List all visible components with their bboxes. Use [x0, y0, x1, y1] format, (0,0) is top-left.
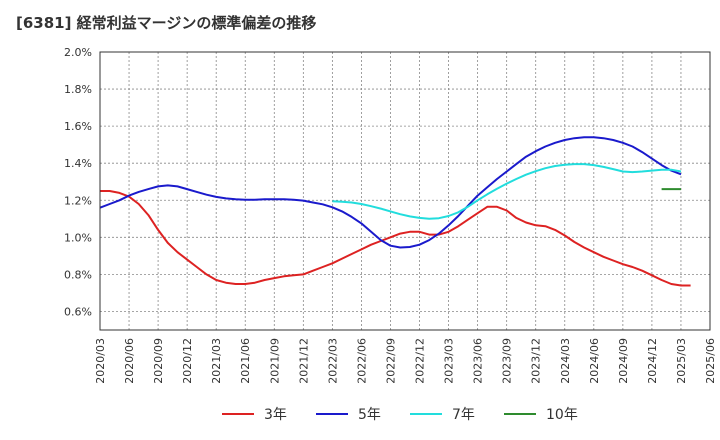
series-line-3 — [332, 163, 682, 220]
y-tick-label: 0.8% — [64, 268, 92, 281]
y-tick-label: 1.4% — [64, 157, 92, 170]
x-tick-label: 2023/12 — [530, 338, 543, 384]
series-line-2 — [99, 136, 682, 249]
x-tick-label: 2024/09 — [617, 338, 630, 384]
x-tick-label: 2025/06 — [704, 338, 717, 384]
legend-label: 10年 — [546, 407, 578, 423]
x-tick-label: 2020/12 — [181, 338, 194, 384]
x-tick-label: 2024/06 — [588, 338, 601, 384]
chart-title: [6381] 経常利益マージンの標準偏差の推移 — [16, 14, 317, 32]
series-line-1 — [100, 190, 691, 287]
x-tick-label: 2021/06 — [239, 338, 252, 384]
x-tick-label: 2021/12 — [297, 338, 310, 384]
x-tick-label: 2021/03 — [210, 338, 223, 384]
series-lines — [99, 136, 691, 287]
x-axis: 2020/03 2020/06 2020/09 2020/12 2021/03 2021/… — [94, 338, 717, 384]
grid — [99, 51, 711, 330]
x-tick-label: 2024/03 — [559, 338, 572, 384]
x-tick-label: 2022/12 — [414, 338, 427, 384]
x-tick-label: 2023/03 — [443, 338, 456, 384]
x-tick-label: 2023/06 — [472, 338, 485, 384]
x-tick-label: 2020/03 — [94, 338, 107, 384]
legend-label: 3年 — [264, 407, 287, 423]
x-tick-label: 2022/09 — [384, 338, 397, 384]
x-tick-label: 2024/12 — [646, 338, 659, 384]
y-tick-label: 0.6% — [64, 305, 92, 318]
y-tick-label: 1.8% — [64, 83, 92, 96]
y-tick-label: 2.0% — [64, 46, 92, 59]
y-tick-label: 1.6% — [64, 120, 92, 133]
x-tick-label: 2020/06 — [123, 338, 136, 384]
legend-label: 5年 — [358, 407, 381, 423]
x-tick-label: 2020/09 — [152, 338, 165, 384]
x-tick-label: 2022/06 — [355, 338, 368, 384]
legend-label: 7年 — [452, 407, 475, 423]
legend: 3年 5年 7年 10年 — [222, 407, 578, 423]
plot-frame — [99, 51, 711, 331]
y-tick-label: 1.2% — [64, 194, 92, 207]
y-tick-label: 1.0% — [64, 231, 92, 244]
x-tick-label: 2025/03 — [675, 338, 688, 384]
x-tick-label: 2023/09 — [501, 338, 514, 384]
y-axis: 2.0% 1.8% 1.6% 1.4% 1.2% 1.0% 0.8% 0.6% — [64, 46, 92, 318]
x-tick-label: 2022/03 — [326, 338, 339, 384]
x-tick-label: 2021/09 — [268, 338, 281, 384]
